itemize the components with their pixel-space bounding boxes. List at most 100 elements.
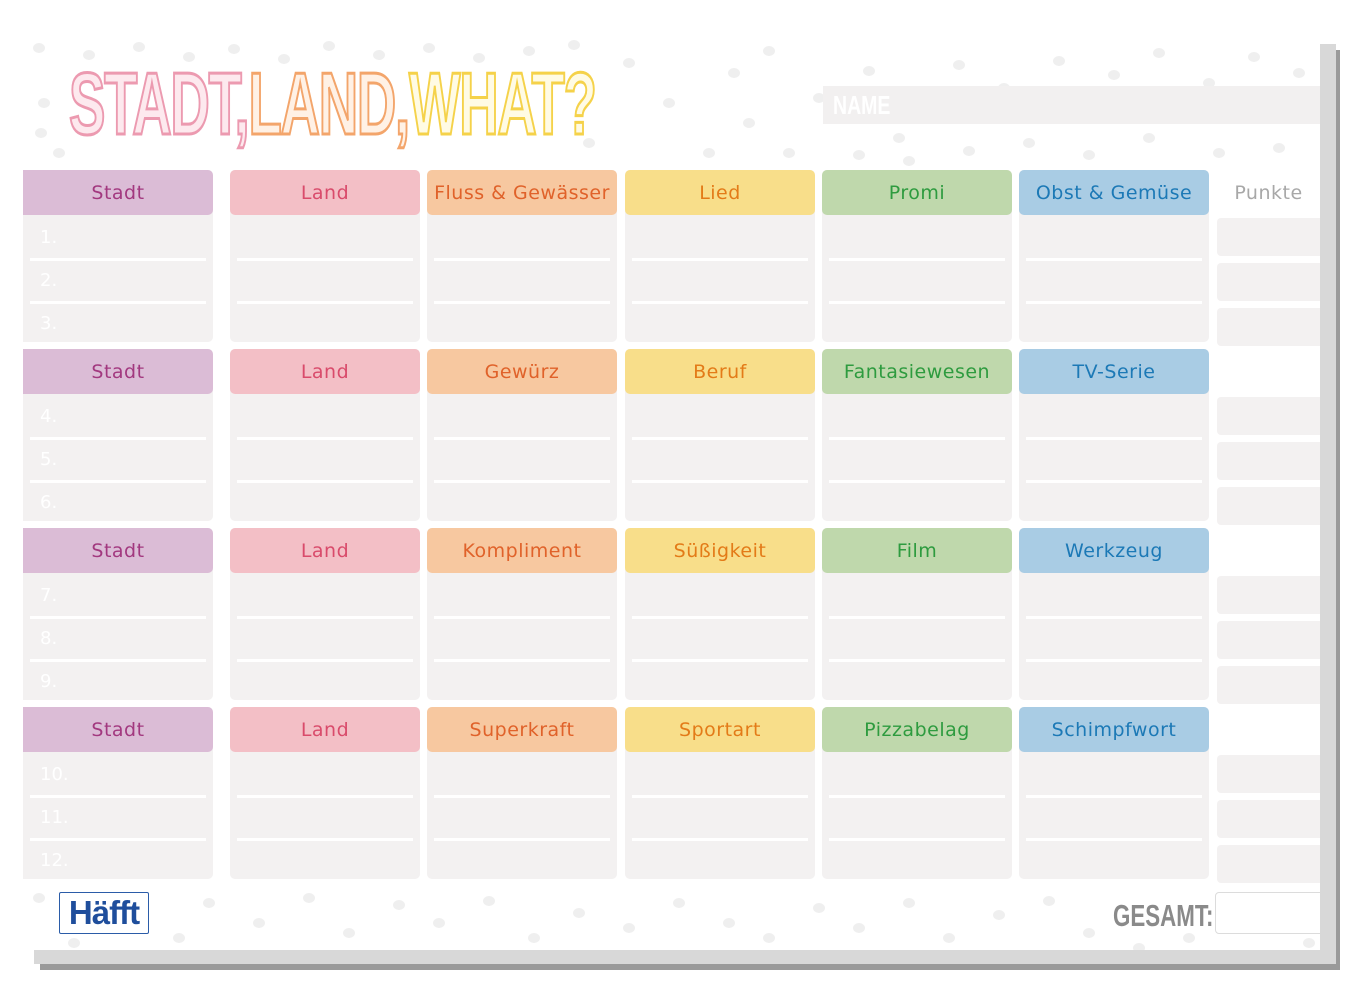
points-field[interactable] [1217, 218, 1320, 256]
answer-cell[interactable] [427, 440, 617, 480]
category-header: Land [230, 170, 420, 215]
answer-cell[interactable] [230, 261, 420, 301]
answer-cell[interactable] [427, 619, 617, 659]
answer-cell[interactable] [230, 304, 420, 344]
answer-cell[interactable] [427, 576, 617, 616]
answer-cell[interactable] [1019, 483, 1209, 523]
category-header: Stadt [23, 349, 213, 394]
answer-line [632, 616, 808, 619]
answer-cell[interactable] [1019, 261, 1209, 301]
answer-cell[interactable] [625, 397, 815, 437]
answer-cell[interactable] [427, 841, 617, 881]
answer-cell[interactable] [427, 483, 617, 523]
points-field[interactable] [1217, 755, 1320, 793]
answer-cell[interactable] [230, 397, 420, 437]
answer-cell[interactable] [822, 841, 1012, 881]
category-header: Gewürz [427, 349, 617, 394]
answer-cell[interactable] [625, 755, 815, 795]
answer-cell[interactable] [822, 755, 1012, 795]
answer-line [237, 795, 413, 798]
background-dot [623, 58, 635, 68]
category-header: Promi [822, 170, 1012, 215]
answer-cell[interactable] [1019, 440, 1209, 480]
answer-cell[interactable] [427, 662, 617, 702]
background-dot [663, 98, 675, 108]
category-header: Land [230, 349, 420, 394]
answer-cell[interactable] [427, 304, 617, 344]
answer-cell[interactable] [822, 397, 1012, 437]
answer-cell[interactable] [230, 662, 420, 702]
answer-cell[interactable] [1019, 576, 1209, 616]
answer-cell[interactable] [230, 755, 420, 795]
points-field[interactable] [1217, 487, 1320, 525]
answer-cell[interactable] [427, 218, 617, 258]
points-field[interactable] [1217, 845, 1320, 883]
points-field[interactable] [1217, 397, 1320, 435]
answer-line [1026, 659, 1202, 662]
answer-cell[interactable] [822, 662, 1012, 702]
answer-cell[interactable] [625, 261, 815, 301]
background-dot [1153, 48, 1165, 58]
answer-line [237, 616, 413, 619]
answer-cell[interactable] [1019, 397, 1209, 437]
answer-cell[interactable] [822, 576, 1012, 616]
row-number: 11. [40, 807, 69, 828]
answer-cell[interactable] [230, 841, 420, 881]
answer-cell[interactable] [1019, 619, 1209, 659]
answer-cell[interactable] [822, 261, 1012, 301]
answer-cell[interactable] [625, 218, 815, 258]
background-dot [423, 43, 435, 53]
answer-line [1026, 616, 1202, 619]
background-dot [1083, 150, 1095, 160]
points-field[interactable] [1217, 308, 1320, 346]
category-column: Beruf [625, 349, 815, 521]
background-dot [183, 52, 195, 62]
points-field[interactable] [1217, 576, 1320, 614]
points-field[interactable] [1217, 621, 1320, 659]
answer-cell[interactable] [1019, 841, 1209, 881]
answer-cell[interactable] [822, 440, 1012, 480]
answer-cell[interactable] [625, 662, 815, 702]
answer-cell[interactable] [427, 755, 617, 795]
answer-cell[interactable] [625, 483, 815, 523]
answer-cell[interactable] [625, 440, 815, 480]
points-field[interactable] [1217, 263, 1320, 301]
answer-cell[interactable] [230, 576, 420, 616]
answer-cell[interactable] [822, 304, 1012, 344]
answer-cell[interactable] [625, 304, 815, 344]
answer-cell[interactable] [427, 798, 617, 838]
answer-cell[interactable] [427, 397, 617, 437]
answer-cell[interactable] [625, 798, 815, 838]
background-dot [943, 933, 955, 943]
background-dot [133, 42, 145, 52]
answer-cell[interactable] [822, 218, 1012, 258]
answer-cell[interactable] [822, 798, 1012, 838]
answer-line [1026, 838, 1202, 841]
answer-cell[interactable] [822, 619, 1012, 659]
background-dot [783, 148, 795, 158]
answer-cell[interactable] [822, 483, 1012, 523]
name-label: NAME [833, 90, 891, 120]
answer-cell[interactable] [1019, 798, 1209, 838]
answer-cell[interactable] [427, 261, 617, 301]
answer-cell[interactable] [625, 576, 815, 616]
answer-cell[interactable] [230, 619, 420, 659]
answer-cell[interactable] [1019, 304, 1209, 344]
answer-cell[interactable] [625, 841, 815, 881]
answer-cell[interactable] [1019, 218, 1209, 258]
answer-cell[interactable] [230, 218, 420, 258]
answer-line [237, 258, 413, 261]
points-field[interactable] [1217, 442, 1320, 480]
answer-cell[interactable] [1019, 662, 1209, 702]
background-dot [1083, 928, 1095, 938]
points-field[interactable] [1217, 666, 1320, 704]
answer-cell[interactable] [625, 619, 815, 659]
answer-cell[interactable] [230, 798, 420, 838]
answer-cell[interactable] [230, 440, 420, 480]
row-number: 8. [40, 628, 58, 649]
points-field[interactable] [1217, 800, 1320, 838]
name-field[interactable]: NAME [823, 86, 1320, 124]
answer-cell[interactable] [230, 483, 420, 523]
total-field[interactable] [1215, 892, 1320, 934]
answer-cell[interactable] [1019, 755, 1209, 795]
